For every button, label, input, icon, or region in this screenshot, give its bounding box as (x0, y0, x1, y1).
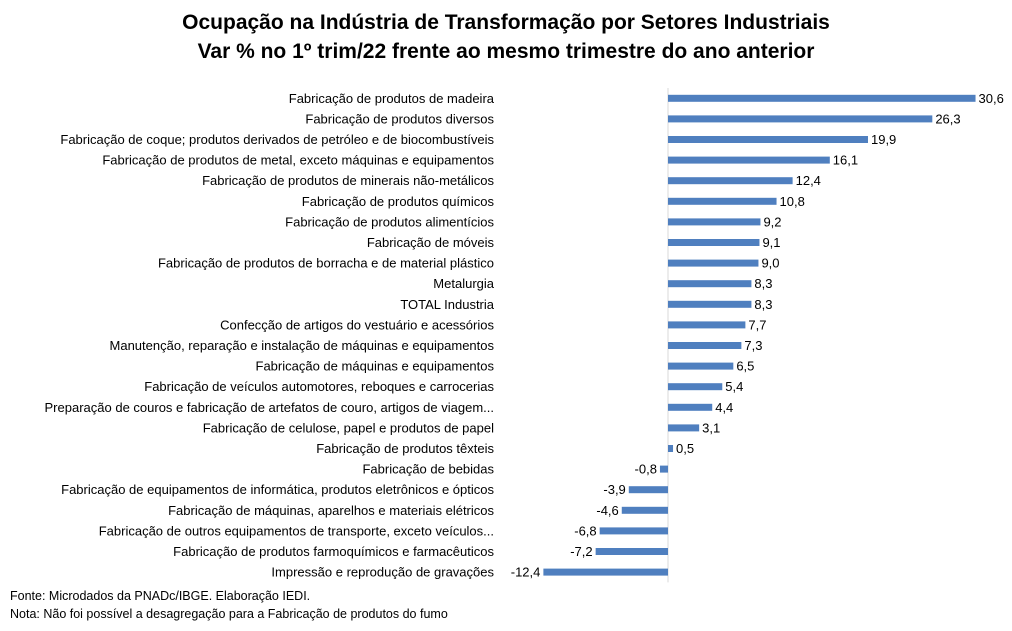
bar (668, 239, 760, 246)
category-label: Fabricação de veículos automotores, rebo… (144, 379, 494, 394)
data-label: -7,2 (570, 544, 592, 559)
category-label: Fabricação de produtos farmoquímicos e f… (173, 544, 494, 559)
note-footnote: Nota: Não foi possível a desagregação pa… (10, 607, 448, 621)
data-label: 16,1 (833, 153, 858, 168)
category-label: Fabricação de produtos de minerais não-m… (202, 173, 494, 188)
bar (668, 424, 700, 432)
data-label: 8,3 (754, 297, 772, 312)
data-label: 26,3 (935, 111, 960, 126)
bar (668, 197, 777, 205)
category-label: TOTAL Industria (400, 297, 494, 312)
category-label: Fabricação de produtos de metal, exceto … (102, 153, 494, 168)
bar (543, 568, 668, 576)
data-label: -4,6 (596, 503, 618, 518)
bar (668, 136, 868, 143)
category-label: Fabricação de outros equipamentos de tra… (99, 523, 494, 538)
data-label: 12,4 (796, 173, 821, 188)
category-label: Fabricação de celulose, papel e produtos… (203, 420, 494, 435)
data-label: 4,4 (715, 400, 733, 415)
category-label: Fabricação de produtos alimentícios (285, 214, 494, 229)
category-label: Confecção de artigos do vestuário e aces… (220, 317, 494, 332)
bar (668, 94, 976, 102)
category-label: Fabricação de produtos de madeira (289, 91, 495, 106)
category-label: Fabricação de máquinas e equipamentos (256, 359, 495, 374)
data-label: 3,1 (702, 420, 720, 435)
bar (668, 300, 752, 308)
data-label: 5,4 (725, 379, 743, 394)
source-footnote: Fonte: Microdados da PNADc/IBGE. Elabora… (10, 589, 311, 603)
data-label: 6,5 (736, 359, 754, 374)
category-label: Fabricação de móveis (367, 235, 495, 250)
category-label: Fabricação de produtos têxteis (316, 441, 494, 456)
data-label: 10,8 (780, 194, 805, 209)
data-label: -12,4 (511, 565, 541, 580)
bar (668, 280, 752, 288)
bar (668, 115, 933, 123)
chart-subtitle: Var % no 1º trim/22 frente ao mesmo trim… (197, 40, 815, 63)
data-label: -0,8 (635, 462, 657, 477)
bar (668, 259, 759, 267)
bar (668, 362, 734, 370)
bar (628, 486, 668, 494)
bar (668, 321, 746, 329)
category-label: Fabricação de coque; produtos derivados … (60, 132, 494, 147)
data-label: 9,0 (761, 256, 779, 271)
category-label: Fabricação de produtos químicos (302, 194, 495, 209)
category-label: Preparação de couros e fabricação de art… (45, 400, 494, 415)
category-label: Fabricação de produtos diversos (305, 111, 494, 126)
data-label: -3,9 (603, 482, 625, 497)
data-label: 30,6 (979, 91, 1004, 106)
chart-title: Ocupação na Indústria de Transformação p… (182, 11, 830, 34)
bar (668, 403, 713, 411)
bar (668, 342, 742, 349)
category-label: Impressão e reprodução de gravações (271, 565, 494, 580)
category-label: Manutenção, reparação e instalação de má… (110, 338, 495, 353)
data-label: 8,3 (754, 276, 772, 291)
bar (668, 383, 723, 391)
category-label: Metalurgia (433, 276, 494, 291)
category-label: Fabricação de bebidas (362, 462, 494, 477)
bar (621, 506, 668, 514)
category-label: Fabricação de máquinas, aparelhos e mate… (168, 503, 494, 518)
category-label: Fabricação de equipamentos de informátic… (61, 482, 494, 497)
bar (668, 156, 830, 164)
data-label: 19,9 (871, 132, 896, 147)
data-label: -6,8 (574, 523, 596, 538)
data-label: 9,2 (763, 214, 781, 229)
data-label: 7,3 (744, 338, 762, 353)
data-label: 0,5 (676, 441, 694, 456)
bar (599, 527, 668, 535)
bar (668, 445, 674, 452)
data-label: 7,7 (748, 317, 766, 332)
category-label: Fabricação de produtos de borracha e de … (158, 256, 494, 271)
bar (659, 465, 668, 473)
data-label: 9,1 (762, 235, 780, 250)
bar (668, 177, 793, 185)
bar (595, 548, 668, 555)
bar (668, 218, 761, 226)
